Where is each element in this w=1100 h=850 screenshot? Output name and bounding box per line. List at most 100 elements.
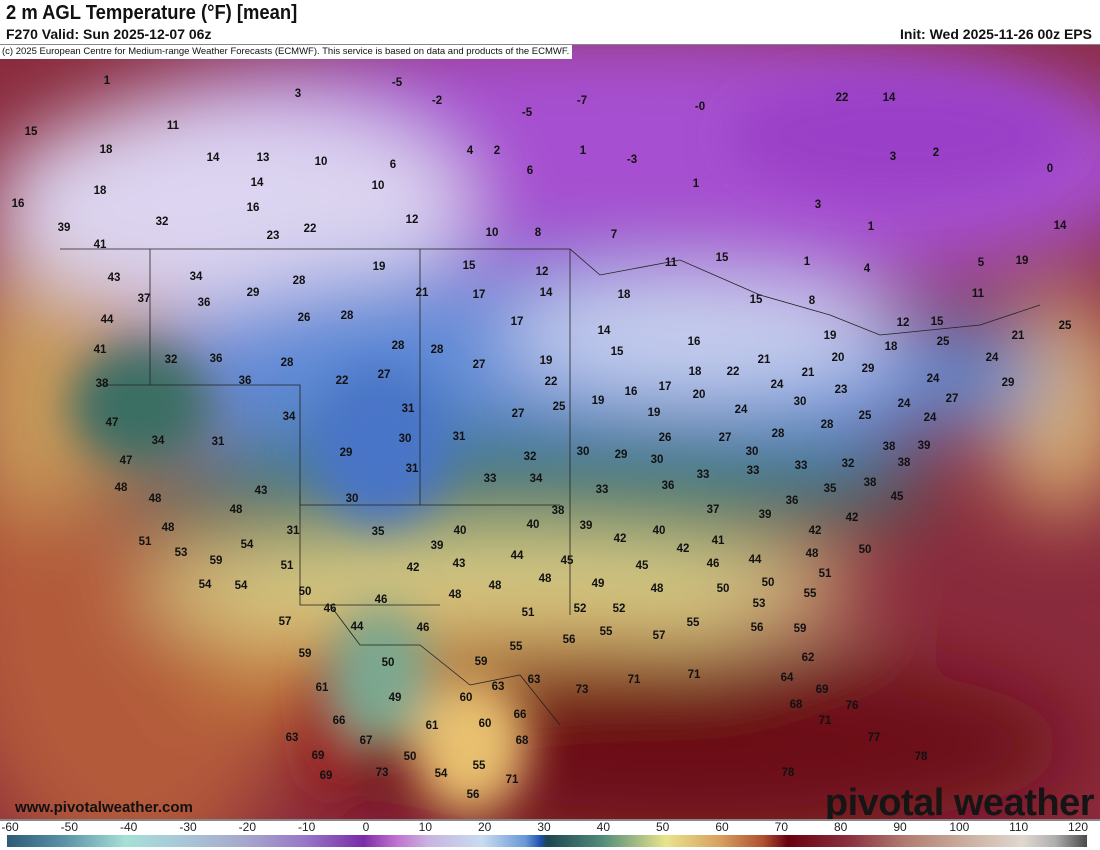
temperature-label: 71 <box>818 715 832 727</box>
temperature-label: 16 <box>687 336 701 348</box>
temperature-label: 36 <box>197 297 211 309</box>
temperature-label: 51 <box>138 536 152 548</box>
colorbar-tick-label: 20 <box>477 820 492 834</box>
temperature-label: 24 <box>734 404 748 416</box>
temperature-label: 20 <box>692 389 706 401</box>
temperature-label: 3 <box>889 151 897 163</box>
temperature-label: 39 <box>430 540 444 552</box>
temperature-label: 57 <box>652 630 666 642</box>
website-watermark: www.pivotalweather.com <box>15 799 193 816</box>
temperature-label: 27 <box>718 432 732 444</box>
temperature-label: 27 <box>945 393 959 405</box>
temperature-label: 38 <box>863 477 877 489</box>
temperature-label: 56 <box>562 634 576 646</box>
temperature-label: 25 <box>936 336 950 348</box>
temperature-label: 43 <box>452 558 466 570</box>
temperature-label: 3 <box>294 88 302 100</box>
temperature-label: 39 <box>917 440 931 452</box>
temperature-label: 28 <box>391 340 405 352</box>
temperature-label: 59 <box>793 623 807 635</box>
temperature-label: 42 <box>808 525 822 537</box>
temperature-label: 44 <box>510 550 524 562</box>
temperature-label: 24 <box>926 373 940 385</box>
colorbar <box>7 835 1087 847</box>
temperature-label: 24 <box>770 379 784 391</box>
temperature-label: 49 <box>591 578 605 590</box>
temperature-label: 50 <box>761 577 775 589</box>
temperature-label: 29 <box>614 449 628 461</box>
temperature-label: 16 <box>624 386 638 398</box>
temperature-label: 31 <box>452 431 466 443</box>
temperature-label: 30 <box>793 396 807 408</box>
temperature-label: 31 <box>286 525 300 537</box>
temperature-label: 33 <box>483 473 497 485</box>
temperature-label: 8 <box>534 227 542 239</box>
temperature-label: 51 <box>818 568 832 580</box>
temperature-label: 34 <box>529 473 543 485</box>
temperature-label: 37 <box>706 504 720 516</box>
temperature-label: 30 <box>345 493 359 505</box>
temperature-label: 45 <box>890 491 904 503</box>
temperature-label: 1 <box>803 256 811 268</box>
temperature-label: 44 <box>100 314 114 326</box>
temperature-label: 2 <box>493 145 501 157</box>
temperature-label: 41 <box>93 239 107 251</box>
temperature-label: 42 <box>406 562 420 574</box>
temperature-label: 66 <box>332 715 346 727</box>
colorbar-tick-label: 90 <box>893 820 907 834</box>
temperature-label: 55 <box>472 760 486 772</box>
temperature-label: 29 <box>246 287 260 299</box>
temperature-label: 19 <box>823 330 837 342</box>
temperature-label: 25 <box>552 401 566 413</box>
temperature-label: 76 <box>845 700 859 712</box>
temperature-label: 36 <box>785 495 799 507</box>
temperature-label: 21 <box>801 367 815 379</box>
temperature-label: 60 <box>459 692 473 704</box>
temperature-label: 31 <box>401 403 415 415</box>
temperature-label: 73 <box>575 684 589 696</box>
temperature-label: 16 <box>11 198 25 210</box>
colorbar-tick-label: 10 <box>418 820 433 834</box>
temperature-label: 22 <box>544 376 558 388</box>
temperature-label: 39 <box>758 509 772 521</box>
temperature-label: 46 <box>416 622 430 634</box>
temperature-label: 26 <box>658 432 672 444</box>
temperature-label: 55 <box>686 617 700 629</box>
temperature-label: 11 <box>971 288 985 300</box>
temperature-label: 64 <box>780 672 794 684</box>
colorbar-tick-label: -10 <box>297 820 316 834</box>
temperature-label: 48 <box>650 583 664 595</box>
temperature-label: 31 <box>211 436 225 448</box>
temperature-label: 36 <box>238 375 252 387</box>
temperature-label: 12 <box>405 214 419 226</box>
temperature-label: 59 <box>474 656 488 668</box>
temperature-label: -2 <box>431 95 443 107</box>
temperature-label: 12 <box>896 317 910 329</box>
temperature-label: 55 <box>509 641 523 653</box>
temperature-label: 33 <box>746 465 760 477</box>
colorbar-tick-label: 50 <box>655 820 670 834</box>
temperature-label: 18 <box>617 289 631 301</box>
temperature-label: 15 <box>24 126 38 138</box>
temperature-label: 17 <box>510 316 524 328</box>
temperature-label: 35 <box>823 483 837 495</box>
temperature-label: 21 <box>1011 330 1025 342</box>
temperature-label: 33 <box>595 484 609 496</box>
temperature-label: 37 <box>137 293 151 305</box>
colorbar-tick-label: 110 <box>1009 820 1029 834</box>
colorbar-tick-label: 70 <box>774 820 789 834</box>
temperature-label: 20 <box>831 352 845 364</box>
temperature-label: 48 <box>805 548 819 560</box>
temperature-label: 63 <box>527 674 541 686</box>
temperature-label: 54 <box>234 580 248 592</box>
temperature-label: 47 <box>105 417 119 429</box>
temperature-label: 29 <box>339 447 353 459</box>
temperature-label: 28 <box>771 428 785 440</box>
temperature-label: -7 <box>576 95 588 107</box>
temperature-label: 55 <box>803 588 817 600</box>
temperature-label: 35 <box>371 526 385 538</box>
temperature-label: 73 <box>375 767 389 779</box>
temperature-label: 69 <box>319 770 333 782</box>
temperature-label: 28 <box>340 310 354 322</box>
pivotal-weather-logo: pivotal weather <box>824 782 1095 821</box>
